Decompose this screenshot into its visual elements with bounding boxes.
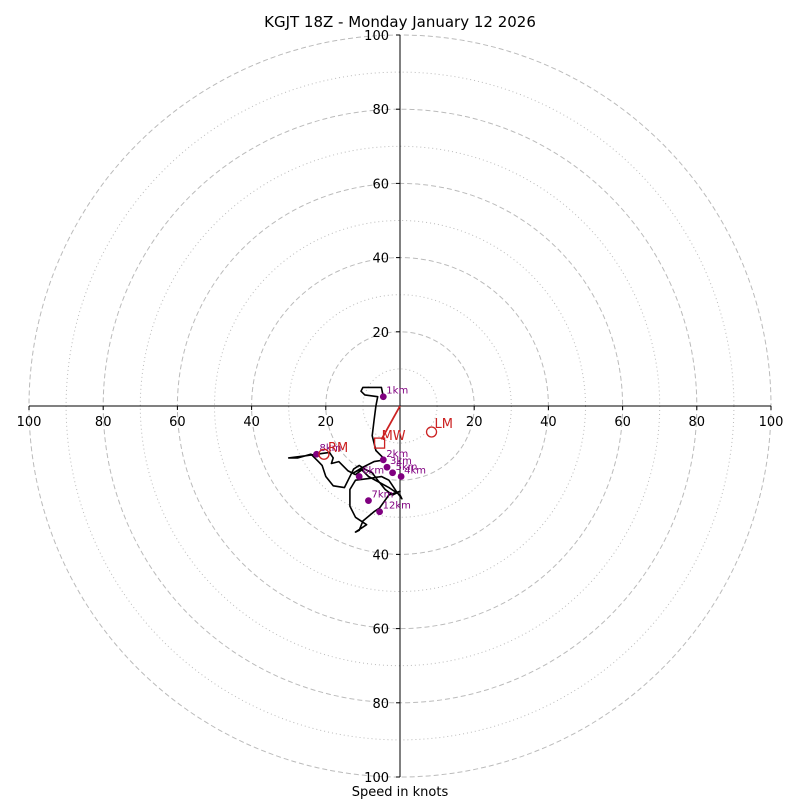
height-label-8km: 8km (320, 443, 342, 454)
chart-title: KGJT 18Z - Monday January 12 2026 (264, 13, 536, 31)
y-tick-label: 40 (372, 252, 389, 267)
y-tick-label: 20 (372, 326, 389, 341)
mean-wind-label: MW (382, 429, 406, 444)
y-tick-label: 60 (372, 177, 389, 192)
hodograph-trace-layer (287, 386, 403, 533)
height-label-1km: 1km (386, 386, 408, 397)
height-marker-7km (365, 497, 372, 505)
x-tick-label: 100 (17, 415, 42, 430)
height-marker-12km (376, 508, 383, 516)
storm-motion-markers: MW RM LM (318, 405, 453, 460)
left-mover-marker (425, 426, 438, 438)
left-mover-label: LM (435, 417, 453, 432)
height-label-6km: 6km (362, 465, 384, 476)
y-tick-label: 100 (364, 29, 389, 44)
x-tick-label: 20 (466, 415, 483, 430)
height-marker-1km (379, 393, 387, 401)
x-tick-label: 80 (95, 415, 112, 430)
height-label-7km: 7km (371, 490, 393, 501)
height-marker-4km (397, 473, 405, 480)
height-label-5km: 5km (396, 462, 418, 473)
height-label-2km: 2km (386, 449, 408, 460)
y-tick-label: 60 (372, 623, 389, 638)
height-marker-5km (389, 469, 396, 477)
y-tick-label: 40 (372, 548, 389, 563)
x-tick-label: 40 (243, 415, 260, 430)
x-tick-label: 80 (689, 415, 706, 430)
y-tick-label: 80 (372, 697, 389, 712)
y-tick-label: 100 (364, 771, 389, 786)
y-tick-label: 80 (372, 103, 389, 118)
right-mover-label: RM (328, 441, 348, 456)
x-tick-label: 60 (614, 415, 631, 430)
height-label-3km: 3km (390, 456, 412, 467)
tick-labels: 100 80 60 40 20 20 40 60 80 100 100 80 60 40 20 40 60 80 1… (17, 29, 784, 786)
x-tick-label: 20 (318, 415, 335, 430)
height-label-4km: 4km (404, 465, 426, 476)
x-tick-label: 40 (540, 415, 557, 430)
height-marker-8km (313, 450, 320, 458)
height-marker-2km (379, 456, 387, 464)
right-mover-marker (318, 448, 330, 460)
x-tick-label: 60 (169, 415, 186, 430)
height-label-12km: 12km (383, 501, 411, 512)
x-axis-label: Speed in knots (352, 785, 449, 800)
height-marker-3km (383, 463, 391, 471)
shear-vector (380, 405, 401, 440)
height-marker-6km (355, 473, 363, 480)
hodograph-trace (287, 386, 403, 533)
x-tick-label: 100 (759, 415, 784, 430)
mean-wind-marker (373, 437, 386, 449)
